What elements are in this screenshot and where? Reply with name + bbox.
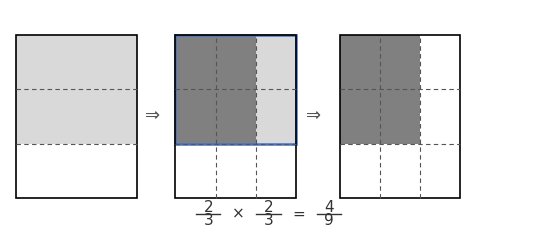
Bar — [16, 35, 137, 198]
Bar — [340, 35, 460, 198]
Bar — [16, 144, 137, 198]
Text: ⇒: ⇒ — [306, 107, 321, 126]
Bar — [175, 35, 296, 144]
Text: 2: 2 — [264, 200, 273, 215]
Bar — [340, 35, 420, 144]
Text: 9: 9 — [324, 213, 334, 228]
Text: ×: × — [232, 207, 245, 222]
Text: 2: 2 — [203, 200, 213, 215]
Text: ⇒: ⇒ — [145, 107, 159, 126]
Bar — [175, 35, 256, 144]
Bar — [256, 35, 296, 144]
Bar — [175, 35, 296, 198]
Text: 3: 3 — [264, 213, 273, 228]
Text: 3: 3 — [203, 213, 213, 228]
Text: =: = — [292, 207, 305, 222]
Text: 4: 4 — [324, 200, 334, 215]
Bar — [16, 35, 137, 144]
